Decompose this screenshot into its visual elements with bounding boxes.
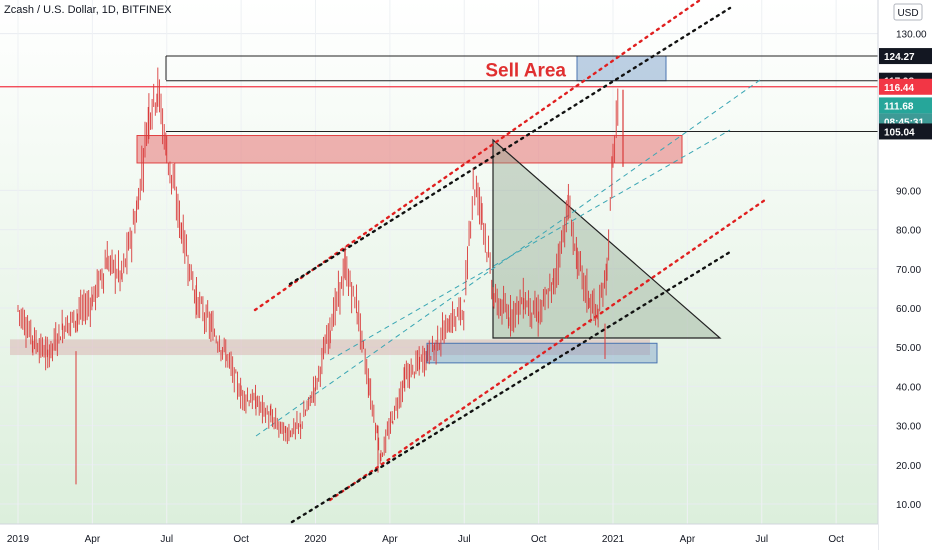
price-axis-labels: 10.00 20.00 30.00 40.00 50.00 60.00 70.00 80.00…	[893, 3, 927, 511]
price-tick-label: 70.00	[896, 265, 921, 276]
currency-button[interactable]	[893, 3, 923, 21]
price-tick-label: 20.00	[896, 461, 921, 472]
time-tick-label: Oct	[233, 534, 249, 545]
price-series	[17, 67, 624, 485]
price-tick-label: 60.00	[896, 304, 921, 315]
time-tick-label: Jul	[160, 534, 173, 545]
upper-channel-red	[253, 0, 702, 312]
time-axis-labels: 2019 Apr Jul Oct 2020 Apr Jul Oct 2021 Apr Jul Oct	[7, 534, 844, 545]
price-tag-sell-top: 124.27	[884, 52, 915, 63]
upper-channel-black	[288, 6, 732, 286]
countdown-tag: 08:45:31	[884, 117, 924, 128]
price-tick-label: 10.00	[896, 500, 921, 511]
price-tag-black-line: 105.04	[884, 127, 915, 138]
annotation-layer: Sell Area	[485, 61, 566, 82]
price-tick-label: 30.00	[896, 422, 921, 433]
price-tick-label: 130.00	[896, 30, 927, 41]
time-tick-label: Apr	[85, 534, 101, 545]
price-tag-sell-top-bg	[879, 48, 932, 65]
price-tag-red-line-bg	[879, 78, 932, 95]
time-tick-label: 2020	[304, 534, 327, 545]
price-tag-last: 111.68	[884, 101, 914, 112]
price-tick-label: 50.00	[896, 343, 921, 354]
resistance-zone-red	[136, 135, 683, 164]
lower-channel-black	[290, 250, 732, 524]
grid-lines	[0, 0, 878, 524]
symbol-title: Zcash / U.S. Dollar, 1D, BITFINEX	[4, 4, 172, 16]
sell-area-label: Sell Area	[485, 61, 566, 82]
time-tick-label: Jul	[755, 534, 768, 545]
time-tick-label: Oct	[828, 534, 844, 545]
price-tick-label: 40.00	[896, 382, 921, 393]
inner-channel-upper	[329, 129, 731, 361]
price-tick-label: 90.00	[896, 186, 921, 197]
support-zone-blue	[426, 342, 658, 364]
price-tick-label: 80.00	[896, 226, 921, 237]
inner-channel-lower	[255, 79, 761, 437]
time-tick-label: Apr	[382, 534, 398, 545]
time-tick-label: 2019	[7, 534, 30, 545]
drawings-layer	[0, 0, 878, 524]
time-tick-label: Apr	[680, 534, 696, 545]
price-tag-black-line-bg	[879, 123, 932, 140]
lower-channel-red	[328, 198, 767, 502]
time-axis-panel[interactable]	[0, 524, 878, 550]
time-tick-label: Oct	[531, 534, 547, 545]
price-tag-last-bg	[879, 97, 932, 114]
time-tick-label: 2021	[602, 534, 625, 545]
price-tag-red-line: 116.44	[884, 83, 914, 94]
time-tick-label: Jul	[458, 534, 471, 545]
currency-label: USD	[897, 8, 918, 19]
